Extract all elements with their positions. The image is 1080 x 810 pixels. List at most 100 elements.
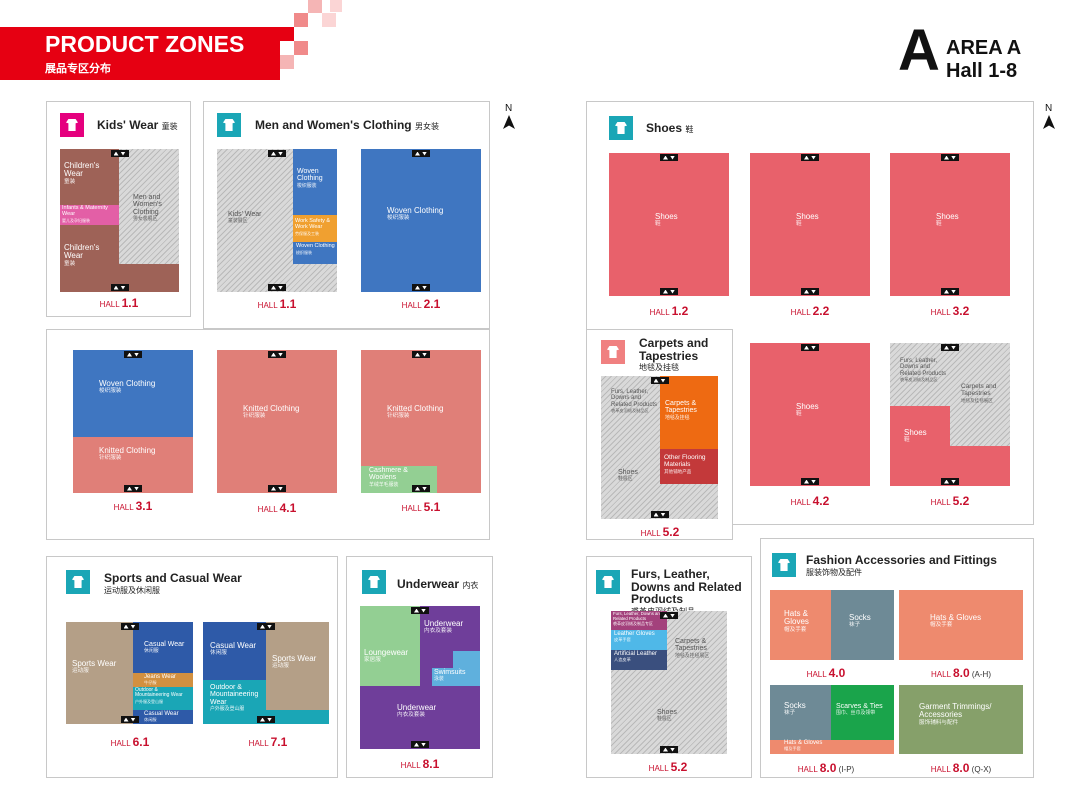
zone-name-cn: 地毯及挂毯展区	[961, 397, 993, 403]
zone-label: Loungewear 家居服	[364, 648, 420, 664]
zone-name: Socks	[784, 701, 806, 710]
zone-label: Garment Trimmings/ Accessories 服饰辅料与配件	[919, 702, 1019, 727]
halls: Hall 1-8	[946, 60, 1018, 82]
hall-number: 8.0	[819, 761, 837, 775]
hall-number: 7.1	[270, 735, 288, 749]
hall-label: HALL 3.2	[931, 304, 970, 318]
zone-label: Cashmere & Woolens 羊绒羊毛服装	[369, 467, 435, 488]
hall-word: HALL	[649, 308, 670, 317]
entrance-marker	[411, 607, 429, 614]
zone-name: Hats & Gloves	[784, 740, 823, 746]
section-title-cn: 服装饰物及配件	[806, 567, 862, 577]
zone-name-cn: 劳保服及工装	[295, 230, 319, 236]
arrow-down	[422, 486, 427, 491]
zone-name: Woven Clothing	[297, 168, 323, 183]
hall-word: HALL	[248, 739, 269, 748]
zone-label: Leather Gloves 皮革手套	[614, 631, 666, 643]
zone	[831, 685, 894, 740]
zone-name: Artificial Leather	[614, 651, 658, 657]
zone	[899, 685, 1023, 754]
zone-label: Woven Clothing 梭织服装	[296, 243, 336, 255]
entrance-marker	[120, 623, 139, 630]
arrow-up	[415, 285, 420, 290]
entrance-marker	[801, 154, 819, 161]
hall-number: 8.0	[952, 761, 970, 775]
hall-word: HALL	[930, 765, 951, 774]
zone-name: Furs, Leather, Downs and Related Product…	[611, 389, 658, 408]
entrance-marker	[268, 351, 286, 358]
icon-glyph	[66, 119, 78, 131]
arrow-up	[663, 155, 668, 160]
arrow-down	[134, 352, 139, 357]
section-title-en: Kids' Wear	[97, 118, 159, 132]
arrow-down	[267, 624, 272, 629]
zone	[611, 630, 667, 650]
zone-name-cn: 梭织服装	[387, 215, 410, 222]
hall-word: HALL	[930, 498, 951, 507]
zone-name-cn: 针织服装	[99, 455, 122, 462]
hall-word: HALL	[400, 761, 421, 770]
hall-number: 5.2	[670, 760, 688, 774]
hall-label: HALL 6.1	[111, 735, 150, 749]
zone-label: Hats & Gloves 帽及手套	[784, 609, 829, 634]
zone	[133, 687, 193, 710]
arrow-up	[260, 624, 265, 629]
arrow-down	[421, 608, 426, 613]
icon-glyph	[223, 119, 235, 131]
zone-label: Other Flooring Materials 其他铺地产品	[664, 454, 716, 474]
zone-name-cn: 鞋	[904, 437, 910, 444]
deco	[280, 55, 294, 69]
zone-name-cn: 家居服	[364, 657, 381, 664]
zone	[293, 242, 337, 264]
zone-name: Scarves & Ties	[836, 703, 883, 710]
arrow-down	[422, 285, 427, 290]
zone-label: Carpets & Tapestries 地毯及挂毯	[665, 400, 717, 421]
zone-label: Woven Clothing 梭织服装	[99, 379, 189, 395]
entrance-marker	[257, 716, 275, 723]
zone-name-cn: 鞋	[796, 221, 802, 228]
zone-label: Casual Wear 休闲服	[210, 641, 264, 657]
icon-glyph	[607, 346, 619, 358]
zone-label: Casual Wear 休闲服	[144, 711, 192, 723]
zone-name-cn: 鞋展区	[657, 717, 672, 723]
arrow-down	[422, 151, 427, 156]
zone-label: Shoes 鞋	[655, 212, 725, 228]
hall-word: HALL	[257, 301, 278, 310]
hall-area	[890, 406, 950, 486]
title: PRODUCT ZONES	[45, 31, 245, 57]
icon-glyph	[72, 576, 84, 588]
zone-label: Underwear 内衣及套装	[424, 619, 478, 635]
entrance-marker	[941, 154, 959, 161]
arrow-up	[414, 608, 419, 613]
zone-name-cn: 婴儿及孕妇服装	[62, 217, 90, 223]
arrow-down	[120, 151, 126, 156]
section-title: Carpets and Tapestries 地毯及挂毯	[639, 337, 729, 373]
arrow-down	[951, 479, 956, 484]
zone	[73, 350, 193, 437]
arrow-up	[944, 155, 949, 160]
deco	[294, 41, 308, 55]
zone-label: Shoes 鞋	[936, 212, 1006, 228]
arrow-up	[260, 717, 265, 722]
zone-name: Outdoor & Mountaineering Wear	[210, 684, 259, 706]
arrow-up	[271, 352, 276, 357]
hall-number: 8.1	[422, 757, 440, 771]
hall-range: (A-H)	[971, 670, 991, 679]
zone-name-cn: 鞋	[796, 411, 802, 418]
zone-name-cn: 裘革皮羽绒及制品区	[900, 376, 938, 382]
zone-name-cn: 童装	[64, 260, 76, 267]
entrance-marker	[801, 288, 819, 295]
section-title: Kids' Wear 童装	[97, 119, 297, 132]
zone-name-cn: 休闲服	[144, 717, 157, 723]
zone-label: Children's Wear 童装	[64, 161, 118, 186]
zone	[133, 710, 193, 724]
zone-name: Furs, Leather, Downs and Related Product…	[613, 611, 663, 621]
hall-word: HALL	[401, 504, 422, 513]
zone-name: Jeans Wear	[144, 674, 176, 680]
zone-name-cn: 其他铺地产品	[664, 468, 692, 474]
arrow-up	[804, 155, 809, 160]
arrow-down	[670, 155, 675, 160]
arrow-down	[951, 345, 956, 350]
zone-name: Children's Wear	[64, 161, 100, 179]
hall-word: HALL	[648, 764, 669, 773]
